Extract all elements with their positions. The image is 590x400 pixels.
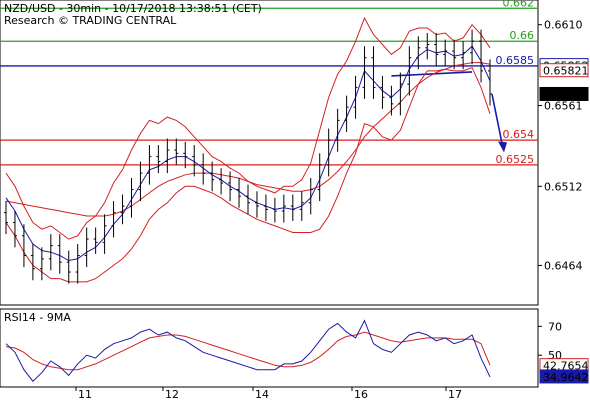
candle-8 (75, 244, 80, 284)
price-tick-label-0: 0.6610 (544, 19, 583, 32)
candle-15 (138, 161, 143, 202)
rsi-tag-box-1 (539, 369, 589, 384)
candle-43 (389, 85, 394, 116)
rsi-tick-label-0: 70 (548, 320, 562, 333)
candle-6 (57, 234, 62, 274)
candle-11 (102, 214, 107, 254)
candle-47 (425, 32, 430, 60)
candle-27 (246, 184, 250, 215)
key-levels: 0.662 0.66 0.6585 0.654 0.6525 (0, 0, 538, 166)
rsi-lines (5, 319, 491, 382)
price-tick-label-3: 0.6464 (544, 259, 583, 272)
candle-31 (281, 194, 286, 223)
candle-14 (129, 178, 134, 218)
candle-29 (263, 194, 268, 221)
level-label-0: 0.662 (503, 0, 535, 9)
price-panel (0, 0, 539, 306)
axes: 0.66100.65610.65120.64640.658520.658210.… (75, 19, 589, 400)
candle-40 (362, 46, 367, 99)
price-tag-label-2: 0.65677 (543, 88, 589, 101)
candle-2 (21, 224, 26, 268)
level-label-2: 0.6585 (496, 54, 535, 67)
candle-38 (344, 95, 349, 132)
candle-45 (407, 46, 412, 96)
candle-10 (93, 227, 98, 254)
candle-54 (488, 59, 492, 106)
rsi-tag-label-0: 42.7654 (543, 360, 589, 373)
candle-20 (183, 141, 188, 169)
candle-5 (48, 234, 53, 271)
time-tick-label-3: 16 (354, 388, 368, 400)
price-candles (4, 29, 492, 284)
candle-44 (398, 72, 403, 116)
price-tag-box-2 (539, 86, 589, 101)
time-tick-label-2: 14 (255, 388, 269, 400)
price-tag-label-1: 0.65821 (543, 65, 589, 78)
candle-3 (30, 244, 35, 281)
candle-1 (12, 211, 17, 248)
candle-22 (201, 153, 206, 185)
candle-21 (192, 145, 197, 177)
candle-32 (290, 194, 295, 221)
candle-17 (156, 145, 161, 174)
candle-30 (272, 197, 277, 223)
candle-51 (461, 41, 466, 70)
candle-12 (111, 201, 116, 238)
price-tick-label-2: 0.6512 (544, 180, 583, 193)
candle-36 (326, 128, 331, 177)
time-tick-label-0: 11 (78, 388, 92, 400)
candle-16 (147, 145, 152, 185)
candle-24 (219, 168, 224, 195)
candle-46 (416, 36, 421, 70)
candle-35 (317, 153, 322, 202)
forecast-arrow-shaft (491, 93, 504, 149)
time-tick-label-4: 17 (448, 388, 462, 400)
candle-26 (237, 178, 242, 208)
candle-7 (66, 250, 71, 284)
candle-18 (165, 138, 170, 174)
rsi-line (5, 319, 491, 382)
candle-28 (254, 191, 259, 218)
rsi-panel (0, 308, 539, 388)
level-label-1: 0.66 (510, 29, 535, 42)
candle-39 (353, 75, 358, 119)
candle-50 (452, 39, 457, 70)
candle-13 (120, 194, 125, 225)
pivot-trendline (391, 71, 473, 77)
candle-19 (174, 138, 179, 165)
candle-0 (4, 201, 8, 235)
candle-23 (210, 161, 215, 192)
rsi-title: RSI14 - 9MA (4, 311, 71, 324)
candle-49 (443, 39, 448, 66)
level-label-4: 0.6525 (496, 153, 535, 166)
candle-9 (84, 227, 89, 268)
candle-42 (380, 75, 385, 109)
level-label-3: 0.654 (503, 128, 535, 141)
candle-34 (308, 178, 313, 215)
candle-52 (470, 29, 475, 65)
candle-4 (39, 247, 44, 281)
forecast-arrow-head (498, 141, 507, 153)
price-tick-label-1: 0.6561 (544, 100, 583, 113)
candle-41 (371, 46, 376, 99)
price-tag-box-1 (539, 63, 589, 78)
chart-subtitle: Research © TRADING CENTRAL (4, 14, 177, 27)
forecast-arrow (491, 93, 507, 153)
candle-48 (434, 32, 439, 66)
candle-37 (335, 108, 340, 152)
rsi-ma-line (5, 331, 491, 371)
rsi-tag-label-1: 34.9642 (543, 371, 589, 384)
chart-title: NZD/USD - 30min - 10/17/2018 13:38:51 (C… (4, 2, 262, 15)
candle-33 (299, 191, 304, 221)
time-tick-label-1: 12 (165, 388, 179, 400)
candle-25 (228, 171, 233, 202)
candle-53 (479, 29, 484, 83)
